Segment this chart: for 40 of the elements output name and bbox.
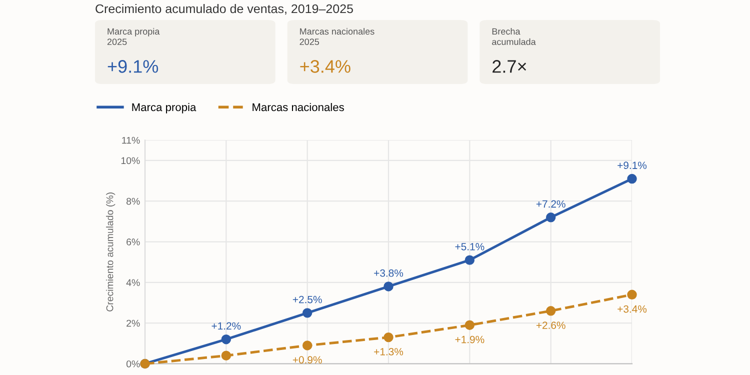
text: Marca propia 2025	[107, 28, 160, 46]
data-label: +1.3%	[374, 348, 404, 356]
y-tick-label: 10%	[121, 157, 140, 164]
y-tick-label: 0%	[126, 360, 140, 368]
data-label: +7.2%	[536, 200, 566, 208]
y-tick-label: 8%	[126, 198, 140, 205]
data-label: +3.8%	[374, 269, 404, 277]
point	[302, 340, 312, 350]
point	[464, 320, 475, 330]
point	[627, 174, 637, 184]
point	[384, 332, 394, 342]
text: +9.1%	[108, 60, 158, 73]
data-label: +9.1%	[618, 162, 647, 170]
point	[221, 334, 232, 344]
data-label: +5.1%	[455, 243, 484, 250]
data-label: +0.9%	[292, 356, 322, 364]
legend-label: Marcas nacionales	[252, 103, 344, 112]
y-tick-label: 11%	[122, 136, 140, 144]
point	[384, 282, 394, 292]
chart-title: Crecimiento acumulado de ventas, 2019–2025	[96, 4, 353, 15]
data-label: +1.9%	[455, 336, 484, 344]
legend-label: Marca propia	[132, 103, 196, 114]
y-axis-title: Crecimiento acumulado (%)	[106, 192, 116, 312]
text: +3.4%	[300, 60, 350, 73]
data-label: +1.2%	[212, 322, 241, 330]
point	[546, 306, 556, 316]
y-tick-label: 6%	[126, 238, 140, 246]
text: Brecha acumulada	[492, 28, 536, 46]
data-label: +2.5%	[292, 296, 322, 304]
point	[302, 308, 312, 318]
y-tick-label: 2%	[126, 320, 140, 327]
data-label: +2.6%	[536, 322, 566, 329]
point	[221, 350, 232, 360]
point	[627, 290, 637, 300]
text: 2.7×	[492, 60, 526, 73]
point	[546, 212, 556, 222]
data-label: +3.4%	[618, 305, 647, 313]
text: Marcas nacionales 2025	[300, 28, 374, 46]
point	[464, 255, 475, 265]
y-tick-label: 4%	[126, 279, 140, 286]
